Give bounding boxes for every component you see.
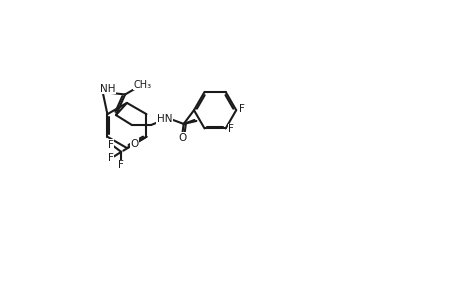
Text: NH: NH	[100, 84, 116, 94]
Text: F: F	[108, 140, 114, 149]
Text: HN: HN	[157, 114, 172, 124]
Text: O: O	[130, 139, 139, 149]
Text: F: F	[228, 124, 234, 134]
Text: O: O	[178, 133, 186, 143]
Text: F: F	[118, 160, 124, 170]
Text: F: F	[238, 104, 244, 114]
Text: CH₃: CH₃	[133, 80, 151, 90]
Text: F: F	[108, 153, 114, 163]
